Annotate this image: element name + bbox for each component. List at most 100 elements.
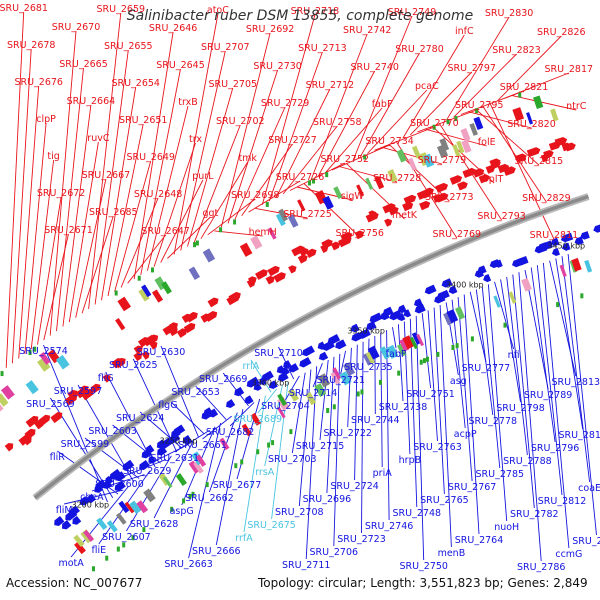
leader-line: [84, 437, 140, 479]
gene-category-block: [239, 242, 253, 257]
gene-label: tig: [47, 151, 59, 162]
reverse-gene: [516, 256, 529, 266]
gene-label: infC: [455, 26, 474, 37]
gene-label: purL: [192, 171, 214, 182]
forward-gene: [133, 352, 143, 362]
gene-label: SRU_2725: [283, 209, 332, 220]
gene-category-block: [330, 371, 341, 385]
gene-category-block: [559, 264, 567, 278]
forward-gene: [340, 231, 353, 242]
gene-category-block: [411, 332, 421, 345]
gene-label: SRU_2698: [231, 190, 280, 201]
leader-line: [536, 265, 563, 496]
gene-category-block: [115, 318, 126, 331]
leader-line: [439, 304, 452, 548]
forward-gene: [4, 442, 14, 452]
gene-label: SRU_2724: [330, 481, 379, 492]
gene-category-block: [188, 460, 201, 474]
leader-line: [248, 180, 301, 213]
gene-label: SRU_2600: [95, 479, 144, 490]
leader-line: [409, 71, 473, 136]
gene-label: metK: [392, 210, 418, 221]
forward-gene: [80, 385, 89, 394]
gene-category-block: [25, 380, 39, 395]
feature-marker: [363, 154, 367, 160]
leader-line: [468, 111, 532, 129]
gene-category-block: [402, 335, 415, 350]
gene-label: SRU_2675: [247, 520, 296, 531]
forward-gene: [141, 351, 150, 360]
forward-gene: [22, 436, 32, 446]
gene-label: fliG: [98, 373, 114, 384]
gene-category-block: [416, 333, 425, 347]
gene-label: SRU_2730: [253, 61, 302, 72]
gene-category-block: [117, 296, 131, 312]
gene-label: fabF: [372, 99, 393, 110]
reverse-gene: [550, 237, 560, 247]
gene-category-block: [106, 520, 118, 533]
feature-marker: [446, 119, 450, 125]
leader-line: [487, 284, 508, 522]
gene-label: SRU_2624: [116, 413, 165, 424]
map-title: Salinibacter ruber DSM 13855, complete g…: [126, 8, 474, 24]
gene-category-block: [322, 195, 334, 210]
reverse-gene: [234, 386, 245, 397]
forward-gene: [435, 182, 449, 193]
feature-marker: [422, 358, 426, 364]
feature-marker: [308, 180, 312, 186]
leader-line: [469, 291, 487, 363]
feature-marker: [289, 429, 293, 435]
gene-category-block: [399, 338, 410, 352]
gene-label: trx: [189, 134, 202, 145]
gene-category-block: [276, 406, 286, 419]
genome-ring: [32, 193, 590, 501]
feature-marker: [219, 227, 223, 233]
forward-gene: [255, 269, 268, 280]
scale-label: 3300 kbp: [252, 379, 290, 388]
leader-line: [361, 341, 364, 534]
leader-line: [146, 105, 189, 271]
reverse-gene: [414, 304, 426, 314]
reverse-gene: [299, 356, 312, 368]
reverse-gene: [551, 247, 561, 257]
gene-label: SRU_2740: [350, 62, 399, 73]
leader-line: [359, 52, 420, 157]
gene-category-block: [379, 346, 390, 360]
forward-gene: [321, 239, 333, 249]
forward-gene: [24, 428, 36, 440]
gene-label: SRU_2734: [365, 136, 414, 147]
forward-gene: [449, 175, 463, 185]
gene-label: SRU_2653: [171, 387, 220, 398]
feature-marker: [28, 350, 32, 356]
gene-category-block: [469, 123, 478, 136]
gene-label: SRU_2569: [26, 399, 75, 410]
forward-gene: [503, 166, 516, 176]
leader-line: [11, 48, 32, 364]
gene-category-block: [267, 227, 277, 240]
leader-line: [489, 103, 555, 240]
gene-label: SRU_2666: [192, 546, 241, 557]
gene-category-block: [409, 336, 418, 350]
leader-line: [427, 310, 438, 442]
gene-label: SRU_2713: [298, 43, 347, 54]
reverse-gene: [561, 242, 571, 251]
gene-label: SRU_2778: [469, 416, 518, 427]
gene-label: SRU_2597: [54, 386, 103, 397]
gene-category-block: [188, 266, 201, 280]
leader-line: [56, 67, 84, 332]
scale-label: 3350 kbp: [347, 327, 385, 336]
feature-marker: [267, 442, 271, 448]
feature-marker: [503, 322, 507, 328]
leader-line: [241, 143, 293, 217]
reverse-gene: [413, 298, 423, 307]
gene-label: trxB: [178, 97, 198, 108]
leader-line: [160, 179, 204, 263]
feature-marker: [195, 240, 199, 246]
gene-label: SRU_2671: [44, 225, 93, 236]
leader-line: [506, 276, 528, 456]
reverse-gene: [244, 395, 254, 404]
gene-label: SRU_2765: [420, 495, 469, 506]
leader-line: [497, 35, 562, 102]
gene-category-block: [521, 277, 532, 292]
gene-label: pcaC: [415, 81, 439, 92]
